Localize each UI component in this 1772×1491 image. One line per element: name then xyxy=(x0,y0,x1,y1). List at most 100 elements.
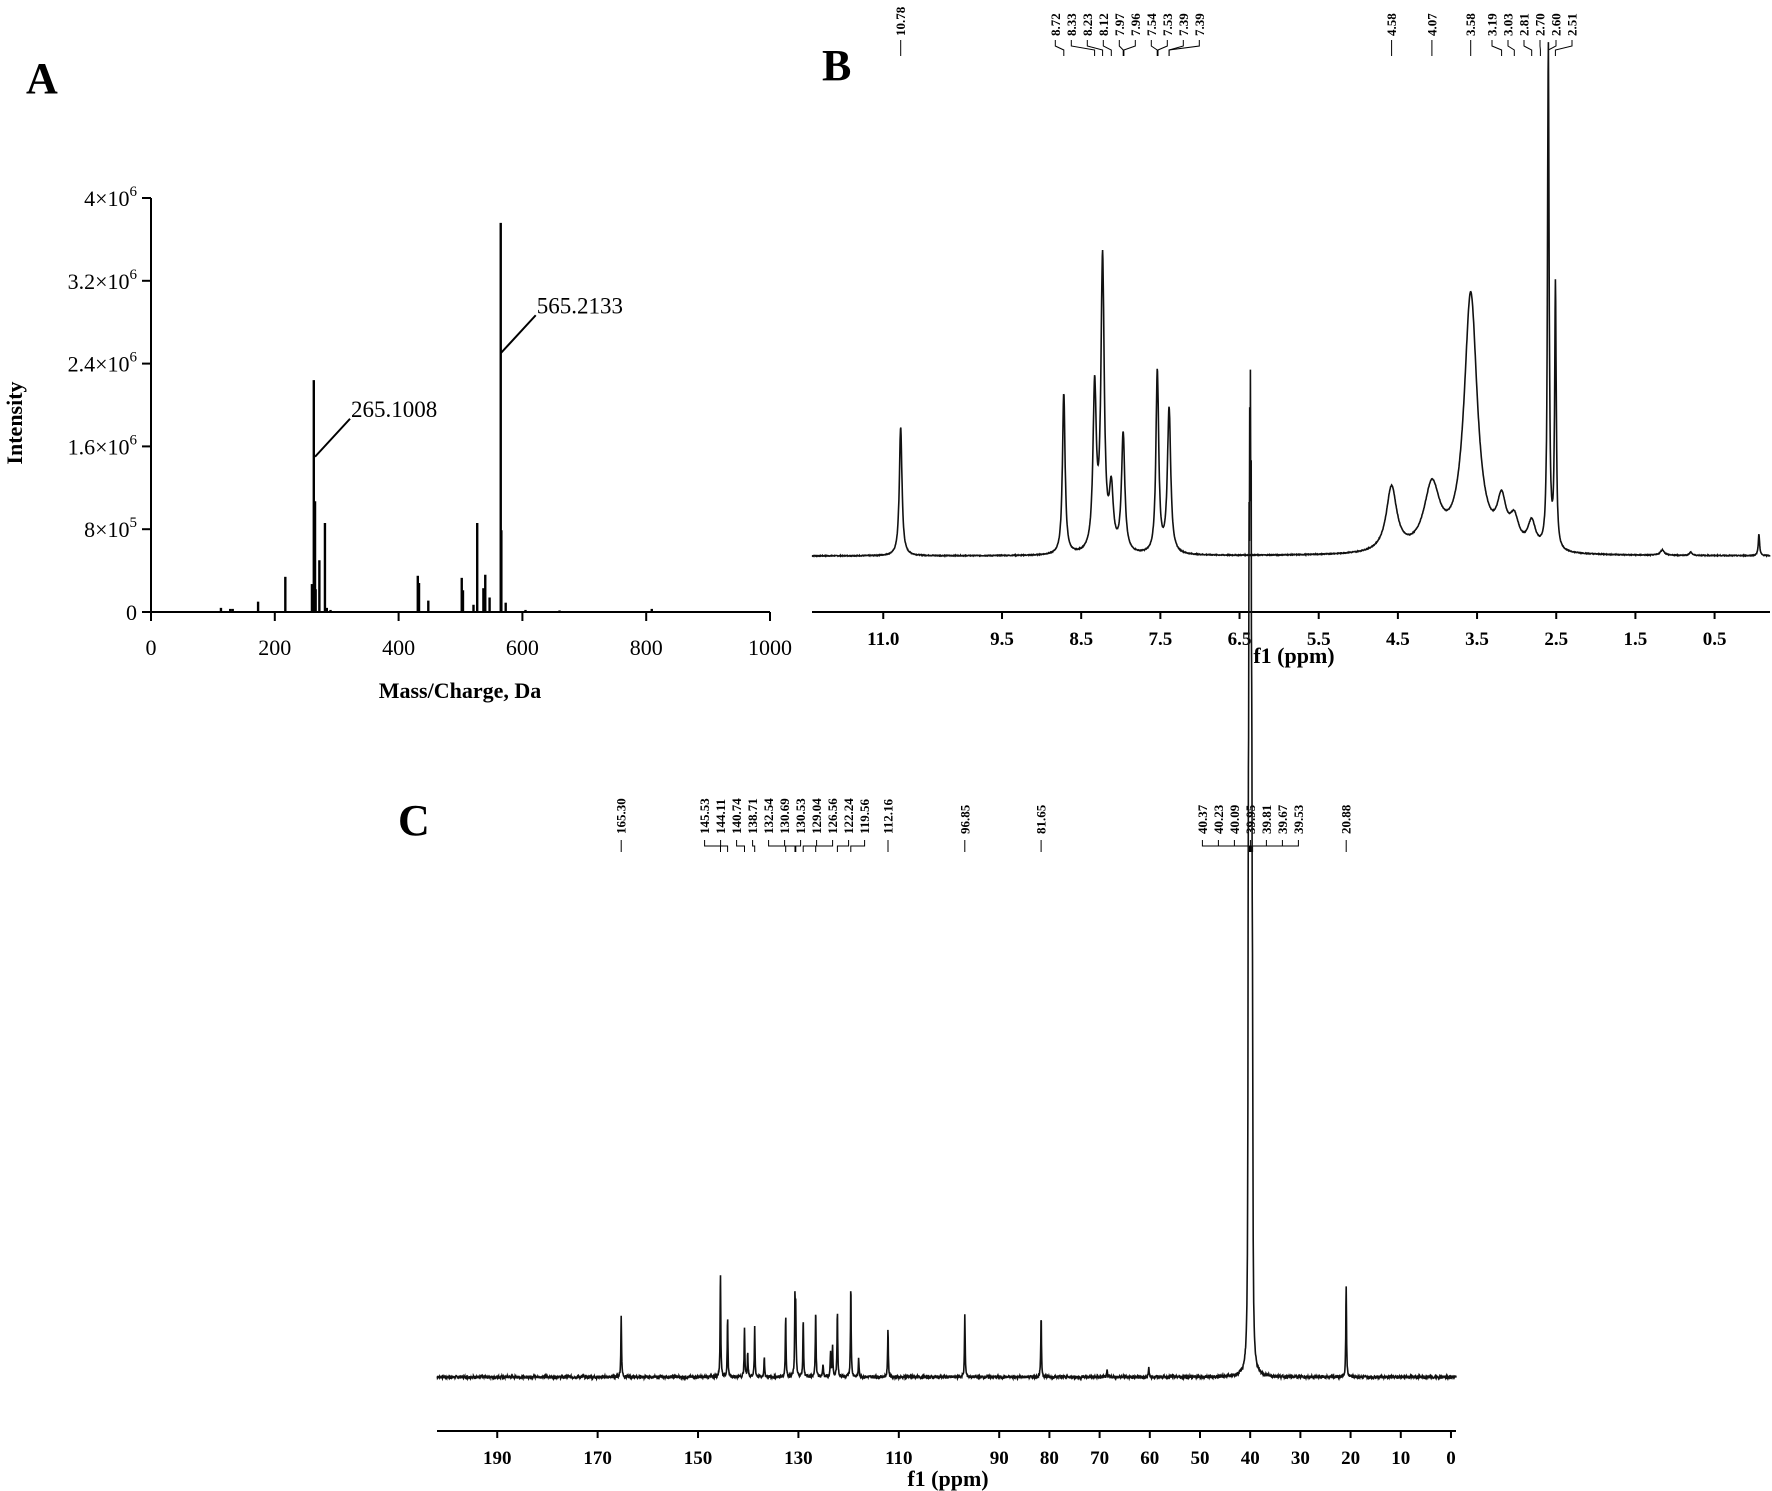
panel-a-annotation-label: 565.2133 xyxy=(537,293,623,318)
panel-c-peak-label: 40.37 xyxy=(1195,804,1210,834)
panel-b-peak-leader xyxy=(1118,40,1124,56)
panel-b-spectrum-line xyxy=(811,42,1771,558)
panel-b-xlabel: f1 (ppm) xyxy=(1253,643,1334,668)
panel-c-peak-label: 132.54 xyxy=(761,798,776,834)
panel-c-peak-leader xyxy=(720,840,729,852)
panel-c-peak-label: 138.71 xyxy=(745,798,760,834)
panel-a-xlabel: Mass/Charge, Da xyxy=(379,678,542,703)
panel-c-peak-label: 144.11 xyxy=(713,799,728,834)
panel-c-peak-label: 39.95 xyxy=(1243,804,1258,834)
panel-b-peak-label: 3.19 xyxy=(1484,13,1499,36)
panel-b-peak-label: 3.58 xyxy=(1463,13,1478,36)
panel-c-x-tick-label: 50 xyxy=(1190,1448,1209,1469)
panel-b-peak-label: 3.03 xyxy=(1500,13,1515,36)
panel-c-peak-label: 122.24 xyxy=(841,798,856,834)
panel-a-x-tick-label: 600 xyxy=(506,635,539,660)
panel-c-x-tick-label: 70 xyxy=(1090,1448,1109,1469)
panel-c-peak-label: 145.53 xyxy=(697,798,712,834)
panel-b-peak-leader xyxy=(1123,40,1136,56)
panel-c-peak-label: 39.67 xyxy=(1275,804,1290,834)
panel-b-peak-label: 2.60 xyxy=(1548,13,1563,36)
panel-a-label: A xyxy=(26,54,58,103)
panel-c-peak-leader xyxy=(768,840,787,852)
panel-c-peak-labels: 165.30 145.53 144.11 140.74 138.71 132.54 130.… xyxy=(614,798,1354,852)
panel-a-x-tick-label: 800 xyxy=(630,635,663,660)
panel-c-x-tick-label: 40 xyxy=(1241,1448,1260,1469)
panel-b-x-tick-label: 7.5 xyxy=(1148,629,1172,650)
panel-c-x-tick-label: 10 xyxy=(1391,1448,1410,1469)
panel-a-x-tick-label: 0 xyxy=(146,635,157,660)
panel-c-peak-label: 130.69 xyxy=(777,798,792,834)
panel-b-peak-leader xyxy=(1547,40,1557,56)
panel-b-peak-label: 7.39 xyxy=(1192,13,1207,36)
panel-b-x-tick-label: 11.0 xyxy=(867,629,899,650)
panel-c-peak-label: 20.88 xyxy=(1339,804,1354,834)
panel-c-x-tick-label: 130 xyxy=(784,1448,813,1469)
panel-c-peak-leader xyxy=(802,840,818,852)
panel-b-peak-label: 7.96 xyxy=(1128,13,1143,36)
panel-b-label: B xyxy=(822,41,851,90)
panel-c-x-tick-label: 110 xyxy=(885,1448,912,1469)
panel-b-1h-nmr: B 10.78 8.72 8.33 8.23 8.12 7.97 7.96 7.54 7.53 7… xyxy=(811,6,1771,668)
panel-b-peak-leader xyxy=(1507,40,1515,56)
panel-a-annotation-label: 265.1008 xyxy=(351,397,437,422)
panel-a-y-tick-label: 0 xyxy=(126,600,137,625)
panel-b-peak-label: 10.78 xyxy=(893,6,908,36)
panel-c-x-tick-label: 0 xyxy=(1446,1448,1456,1469)
panel-a-ylabel: Intensity xyxy=(2,381,27,464)
panel-b-x-tick-label: 0.5 xyxy=(1703,629,1727,650)
panel-b-peak-leader xyxy=(1157,40,1168,56)
panel-b-x-tick-label: 8.5 xyxy=(1069,629,1093,650)
panel-b-x-tick-label: 2.5 xyxy=(1544,629,1568,650)
panel-a-mass-spectrum: A 0 200 400 600 800 1000 0 8×105 1.6×106 2.4×106 3… xyxy=(2,54,792,703)
panel-b-peak-label: 2.51 xyxy=(1564,13,1579,36)
panel-c-x-tick-label: 30 xyxy=(1291,1448,1310,1469)
panel-c-peak-leader xyxy=(815,840,834,852)
panel-b-x-tick-label: 5.5 xyxy=(1307,629,1331,650)
panel-b-x-tick-label: 4.5 xyxy=(1386,629,1410,650)
panel-a-annotation-leader xyxy=(499,314,537,354)
panel-c-peak-leader xyxy=(784,840,796,852)
panel-a-x-tick-label: 200 xyxy=(258,635,291,660)
panel-b-peak-leader xyxy=(1523,40,1533,56)
panel-a-annotation-leader xyxy=(314,418,351,458)
panel-a-axes: 0 200 400 600 800 1000 0 8×105 1.6×106 2.4×106 3.2… xyxy=(68,184,792,660)
panel-c-peak-leader xyxy=(850,840,866,852)
panel-b-peak-label: 8.23 xyxy=(1080,13,1095,36)
panel-c-peak-leader xyxy=(1233,840,1251,852)
panel-c-x-tick-label: 80 xyxy=(1040,1448,1059,1469)
panel-a-x-tick-label: 1000 xyxy=(748,635,792,660)
panel-a-y-tick-label: 1.6×106 xyxy=(68,432,138,459)
panel-a-y-tick-label: 8×105 xyxy=(84,515,137,542)
panel-c-xlabel: f1 (ppm) xyxy=(907,1466,988,1491)
panel-c-peak-label: 39.81 xyxy=(1259,805,1274,834)
panel-c-peak-label: 40.23 xyxy=(1211,804,1226,834)
panel-a-y-tick-label: 4×106 xyxy=(84,184,137,211)
panel-c-peak-label: 140.74 xyxy=(729,798,744,834)
panel-c-x-tick-label: 190 xyxy=(483,1448,512,1469)
panel-c-x-tick-label: 20 xyxy=(1341,1448,1360,1469)
panel-b-peak-label: 4.07 xyxy=(1424,13,1439,36)
panel-b-x-tick-label: 3.5 xyxy=(1465,629,1489,650)
panel-a-annotations: 265.1008 565.2133 xyxy=(314,293,623,458)
panel-b-axes: 11.0 9.5 8.5 7.5 6.5 5.5 4.5 3.5 2.5 1.5 0.5 xyxy=(812,611,1770,650)
panel-c-axes: 190 170 150 130 110 90 80 70 60 50 40 30 20 10 0 xyxy=(437,1430,1456,1469)
panel-b-x-tick-label: 9.5 xyxy=(990,629,1014,650)
panel-a-y-tick-label: 2.4×106 xyxy=(68,350,138,377)
panel-b-x-tick-label: 6.5 xyxy=(1228,629,1252,650)
panel-c-label: C xyxy=(398,796,430,845)
panel-a-bars xyxy=(219,222,653,612)
panel-b-peak-leader xyxy=(1554,40,1573,56)
panel-b-peak-label: 2.70 xyxy=(1532,13,1547,36)
panel-b-peak-label: 7.97 xyxy=(1112,13,1127,36)
panel-c-x-tick-label: 170 xyxy=(583,1448,612,1469)
panel-c-peak-label: 129.04 xyxy=(809,798,824,834)
panel-c-peak-label: 40.09 xyxy=(1227,804,1242,834)
panel-c-x-tick-label: 150 xyxy=(684,1448,713,1469)
panel-b-peak-label: 2.81 xyxy=(1516,13,1531,36)
panel-a-y-tick-label: 3.2×106 xyxy=(68,267,138,294)
panel-b-x-tick-label: 1.5 xyxy=(1624,629,1648,650)
panel-b-peak-label: 8.33 xyxy=(1064,13,1079,36)
panel-c-peak-label: 119.56 xyxy=(857,798,872,834)
